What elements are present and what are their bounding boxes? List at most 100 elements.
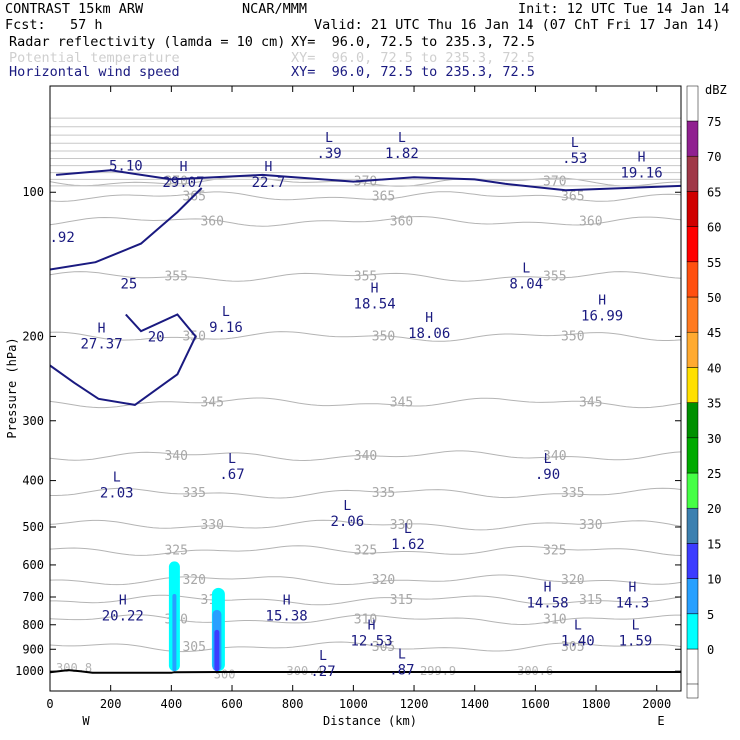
theta-contour-label: 340 [543,449,566,464]
theta-contour-label: 355 [354,270,377,285]
colorbar-label: 65 [707,185,721,199]
y-tick-label: 1000 [15,664,44,678]
colorbar-unit: dBZ [705,83,727,97]
x-tick-label: 600 [221,697,243,711]
theta-contour-label: 330 [390,518,413,533]
theta-contour-label: 325 [543,544,566,559]
extremum-marker: H [368,619,376,634]
extremum-marker: H [283,594,291,609]
init-time: Init: 12 UTC Tue 14 Jan 14 [518,1,730,17]
x-tick-label: 1000 [339,697,368,711]
colorbar-swatch [686,543,699,579]
organization-label: NCAR/MMM [242,1,308,17]
extremum-marker: H [425,311,433,326]
colorbar-label: 40 [707,361,721,375]
extremum-marker: L [228,452,236,467]
x-tick-label: 1800 [582,697,611,711]
theta-contour-label: 305 [372,640,395,655]
theta-contour-label: 320 [372,573,395,588]
colorbar-label: 10 [707,573,721,587]
colorbar-label: 70 [707,150,721,164]
x-tick-label: 400 [161,697,183,711]
chart-title: CONTRAST 15km ARW [5,1,144,17]
extremum-value: 18.06 [408,326,450,342]
colorbar-label: 45 [707,326,721,340]
extremum-marker: L [222,305,230,320]
colorbar-label: 60 [707,221,721,235]
y-tick-label: 400 [22,474,44,488]
extremum-value: .87 [389,663,414,679]
theta-contour-label: 315 [579,593,602,608]
theta-contour-315 [50,594,681,606]
theta-contour-360 [50,215,681,227]
theta-contour-label: 305 [182,640,205,655]
extremum-marker: H [544,580,552,595]
extremum-value: .39 [316,146,341,162]
x-tick-label: 1600 [521,697,550,711]
extremum-value: .27 [310,664,335,680]
theta-contour-label: 350 [372,329,395,344]
x-tick-label: 1200 [400,697,429,711]
x-axis-label: Distance (km) [323,714,417,728]
extremum-marker: L [398,648,406,663]
valid-time: Valid: 21 UTC Thu 16 Jan 14 (07 ChT Fri … [314,17,721,33]
extremum-value: 1.40 [561,634,595,650]
theta-contour-label: 310 [543,613,566,628]
theta-contour-label: 325 [354,544,377,559]
colorbar-swatch [686,155,699,192]
colorbar-swatch [686,226,699,263]
colorbar-swatch [686,261,699,298]
colorbar-label: 15 [707,537,721,551]
x-tick-label: 1400 [460,697,489,711]
y-tick-label: 600 [22,558,44,572]
wind-contour-label: 20 [148,329,165,345]
wind-contour-label: 25 [120,276,137,292]
theta-contour-340 [50,450,681,462]
theta-contour-label: 330 [579,518,602,533]
extremum-value: 20.22 [102,609,144,625]
y-tick-label: 200 [22,329,44,343]
colorbar-swatch [686,367,699,403]
theta-contour-label: 350 [561,329,584,344]
colorbar-label: 25 [707,467,721,481]
theta-contour-345 [50,397,681,409]
colorbar-label: 20 [707,502,721,516]
y-tick-label: 800 [22,618,44,632]
extremum-marker: H [629,580,637,595]
theta-contour-310 [50,614,681,626]
forecast-hour: Fcst: 57 h [5,17,103,33]
colorbar-swatch [686,402,699,439]
extremum-marker: L [571,136,579,151]
extremum-marker: L [325,131,333,146]
theta-contour-label: 350 [182,329,205,344]
wind-contour-jet [56,169,681,192]
theta-contour-label: 330 [200,518,223,533]
colorbar-swatch [686,437,699,474]
reflectivity-max-east [214,629,220,672]
extremum-marker: H [98,321,106,336]
extremum-value: 18.54 [354,296,396,312]
x-tick-label: 0 [46,697,53,711]
wind-contour-25 [50,187,203,271]
theta-contour-label: 365 [561,189,584,204]
colorbar-swatch [686,472,699,509]
extremum-marker: L [343,499,351,514]
extremum-value: 1.62 [391,537,425,553]
theta-contour-label: 345 [579,396,602,411]
theta-contour-label: 320 [561,573,584,588]
extremum-value: 15.38 [266,609,308,625]
theta-contour-label: 365 [182,189,205,204]
field-theta-xy: XY= 96.0, 72.5 to 235.3, 72.5 [291,50,535,66]
colorbar-label: 30 [707,432,721,446]
x-tick-label: 800 [282,697,304,711]
extremum-value: .67 [219,467,244,483]
field-theta-name: Potential temperature [9,50,180,66]
theta-contour-label: 335 [561,486,584,501]
extremum-value: .92 [49,230,74,246]
extremum-value: 12.53 [350,634,392,650]
theta-contour-335 [50,487,681,499]
theta-contour-label: 345 [390,396,413,411]
